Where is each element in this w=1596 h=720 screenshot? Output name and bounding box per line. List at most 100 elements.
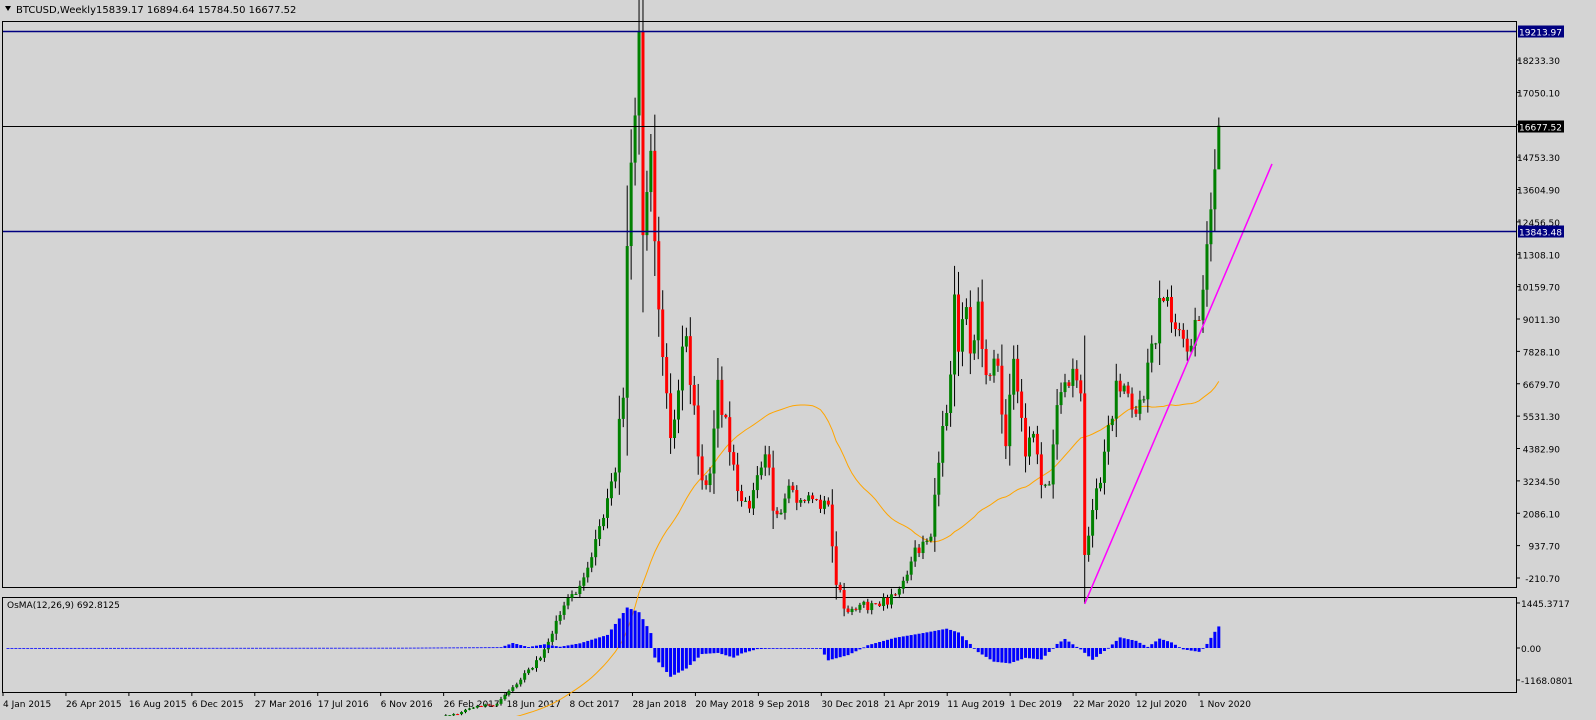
candle: [673, 409, 677, 449]
osma-bar: [665, 648, 669, 672]
candle-body: [1020, 391, 1024, 418]
osma-bar: [467, 647, 471, 649]
time-tick-label: 6 Dec 2015: [192, 700, 244, 710]
candle-body: [499, 699, 503, 704]
candle-body: [736, 464, 740, 492]
candle: [929, 533, 933, 543]
osma-bar: [653, 648, 657, 658]
candle-body: [992, 358, 996, 376]
osma-bar: [747, 648, 751, 652]
candle-body: [1110, 418, 1114, 426]
candle: [960, 302, 964, 367]
osma-bar: [1008, 648, 1012, 664]
candle: [858, 602, 862, 613]
osma-bar: [499, 647, 503, 649]
osma-bar: [266, 647, 270, 649]
candle-body: [1189, 345, 1193, 352]
collapse-arrow-icon[interactable]: [5, 6, 11, 11]
price-tick-label: 6679.70: [1523, 381, 1560, 391]
candle: [598, 519, 602, 547]
candle-body: [846, 608, 850, 613]
osma-bar: [775, 648, 779, 649]
ohlc-values: 15839.17 16894.64 15784.50 16677.52: [96, 5, 296, 16]
candle: [1079, 374, 1083, 402]
osma-bar: [716, 648, 720, 653]
candle: [744, 497, 748, 502]
candle-body: [1079, 380, 1083, 394]
osma-bar: [712, 648, 716, 654]
candle-body: [657, 241, 661, 310]
candle-body: [1185, 338, 1189, 352]
osma-bar: [41, 647, 45, 649]
candle: [1083, 335, 1087, 604]
osma-bar: [1075, 646, 1079, 648]
horizontal-levels: 19213.97 16677.52 13843.48: [3, 25, 1564, 239]
osma-bar: [1142, 644, 1146, 648]
candle-body: [795, 490, 799, 503]
osma-bar: [353, 647, 357, 649]
candle-body: [456, 714, 460, 716]
candle: [629, 129, 633, 280]
candle-body: [1008, 394, 1012, 447]
candle-body: [554, 620, 558, 634]
candle: [1146, 348, 1150, 413]
candle-body: [905, 574, 909, 581]
candle-body: [811, 495, 815, 500]
osma-bar: [278, 647, 282, 649]
osma-bar: [988, 648, 992, 660]
osma-bar: [984, 648, 988, 657]
candle-body: [1166, 296, 1170, 301]
osma-bar: [57, 647, 61, 649]
osma-bar: [1098, 648, 1102, 654]
osma-bar: [14, 647, 18, 649]
candle-body: [917, 547, 921, 554]
osma-bar: [598, 637, 602, 648]
osma-bar: [763, 648, 767, 649]
osma-bar: [617, 618, 621, 648]
candle-body: [949, 374, 953, 414]
osma-bar: [1118, 637, 1122, 648]
osma-bar: [897, 637, 901, 648]
candle: [1012, 345, 1016, 410]
candle: [838, 582, 842, 593]
osma-bar: [830, 648, 834, 660]
osma-bar: [1047, 648, 1051, 652]
osma-bar: [1181, 648, 1185, 650]
candle-body: [1134, 409, 1138, 414]
candle-body: [495, 703, 499, 706]
osma-bar: [306, 647, 310, 649]
candle: [949, 360, 953, 427]
candle-body: [834, 546, 838, 585]
candle: [925, 538, 929, 545]
osma-bar: [1213, 631, 1217, 648]
osma-bar: [1055, 643, 1059, 648]
osma-bar: [507, 644, 511, 648]
osma-bar: [732, 648, 736, 658]
candle: [712, 410, 716, 494]
osma-bar: [846, 648, 850, 656]
osma-bar: [1130, 639, 1134, 648]
candle: [716, 357, 720, 448]
osma-bar: [393, 647, 397, 649]
osma-bar: [412, 647, 416, 649]
candle-body: [941, 426, 945, 463]
candle: [1071, 358, 1075, 398]
price-tick-label: 13604.90: [1517, 187, 1560, 197]
candle-body: [1055, 405, 1059, 445]
candle-body: [842, 590, 846, 609]
candle: [594, 529, 598, 566]
candle-body: [467, 708, 471, 710]
osma-bar: [669, 648, 673, 677]
candle-body: [1114, 380, 1118, 419]
candle-body: [1035, 433, 1039, 455]
candle-body: [515, 684, 519, 688]
osma-bar: [286, 647, 290, 649]
osma-bar: [1000, 648, 1004, 663]
osma-bar: [582, 642, 586, 648]
osma-bar: [684, 648, 688, 669]
osma-bar: [889, 638, 893, 648]
candle: [475, 704, 479, 709]
osma-bar: [1027, 648, 1031, 659]
price-tick-label: 17050.10: [1517, 89, 1560, 99]
osma-bar: [803, 648, 807, 649]
